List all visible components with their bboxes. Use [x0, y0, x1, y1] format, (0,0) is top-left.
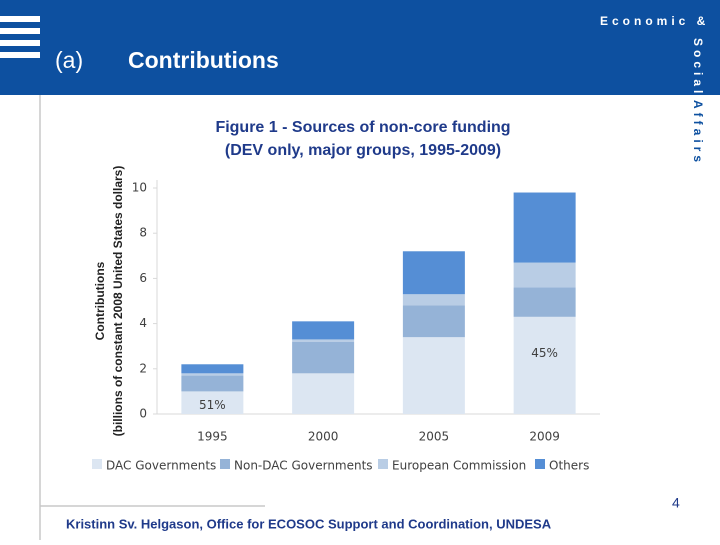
x-tick-label: 2005 — [419, 430, 450, 444]
x-tick-label: 2009 — [529, 430, 560, 444]
bar-segment — [292, 373, 355, 414]
bar-segment — [402, 294, 465, 306]
brand-line1: Economic & — [600, 14, 709, 28]
bar-segment — [513, 316, 576, 414]
bar-segment — [402, 305, 465, 338]
y-tick-label: 6 — [139, 271, 147, 285]
bar-segment — [292, 321, 355, 340]
chart-title: Figure 1 - Sources of non-core funding — [215, 119, 510, 136]
bar-segment — [402, 337, 465, 414]
y-tick-label: 2 — [139, 361, 147, 375]
y-tick-label: 0 — [139, 407, 147, 421]
legend-swatch — [220, 459, 230, 469]
bar-segment — [181, 364, 244, 374]
header-title: Contributions — [128, 47, 279, 73]
y-tick-label: 8 — [139, 226, 147, 240]
legend-swatch — [535, 459, 545, 469]
bar-segment — [292, 339, 355, 342]
page-number: 4 — [672, 495, 680, 511]
footer-text: Kristinn Sv. Helgason, Office for ECOSOC… — [66, 516, 552, 531]
share-label: 51% — [199, 398, 226, 412]
bar-segment — [181, 375, 244, 392]
bar-segment — [402, 251, 465, 295]
bar-segment — [513, 287, 576, 317]
legend-swatch — [92, 459, 102, 469]
x-tick-label: 1995 — [197, 430, 228, 444]
header-band — [0, 0, 720, 95]
x-tick-label: 2000 — [308, 430, 339, 444]
legend-label: European Commission — [392, 459, 526, 473]
legend-swatch — [378, 459, 388, 469]
bar-segment — [513, 262, 576, 288]
y-tick-label: 4 — [139, 316, 147, 330]
bar-segment — [181, 391, 244, 414]
brand-line2: Social — [691, 38, 705, 97]
legend-label: Others — [549, 459, 589, 473]
header-label: (a) — [55, 47, 83, 73]
y-axis-label: Contributions — [93, 261, 107, 340]
y-axis-label: (billions of constant 2008 United States… — [111, 166, 125, 437]
bar-segment — [513, 192, 576, 263]
brand-line3: Affairs — [691, 100, 705, 166]
share-label: 45% — [531, 346, 558, 360]
bar-segment — [292, 341, 355, 374]
y-tick-label: 10 — [132, 181, 147, 195]
chart-subtitle: (DEV only, major groups, 1995-2009) — [225, 142, 501, 159]
menu-icon — [0, 16, 40, 58]
legend-label: Non-DAC Governments — [234, 459, 373, 473]
bar-segment — [181, 373, 244, 376]
legend-label: DAC Governments — [106, 459, 216, 473]
